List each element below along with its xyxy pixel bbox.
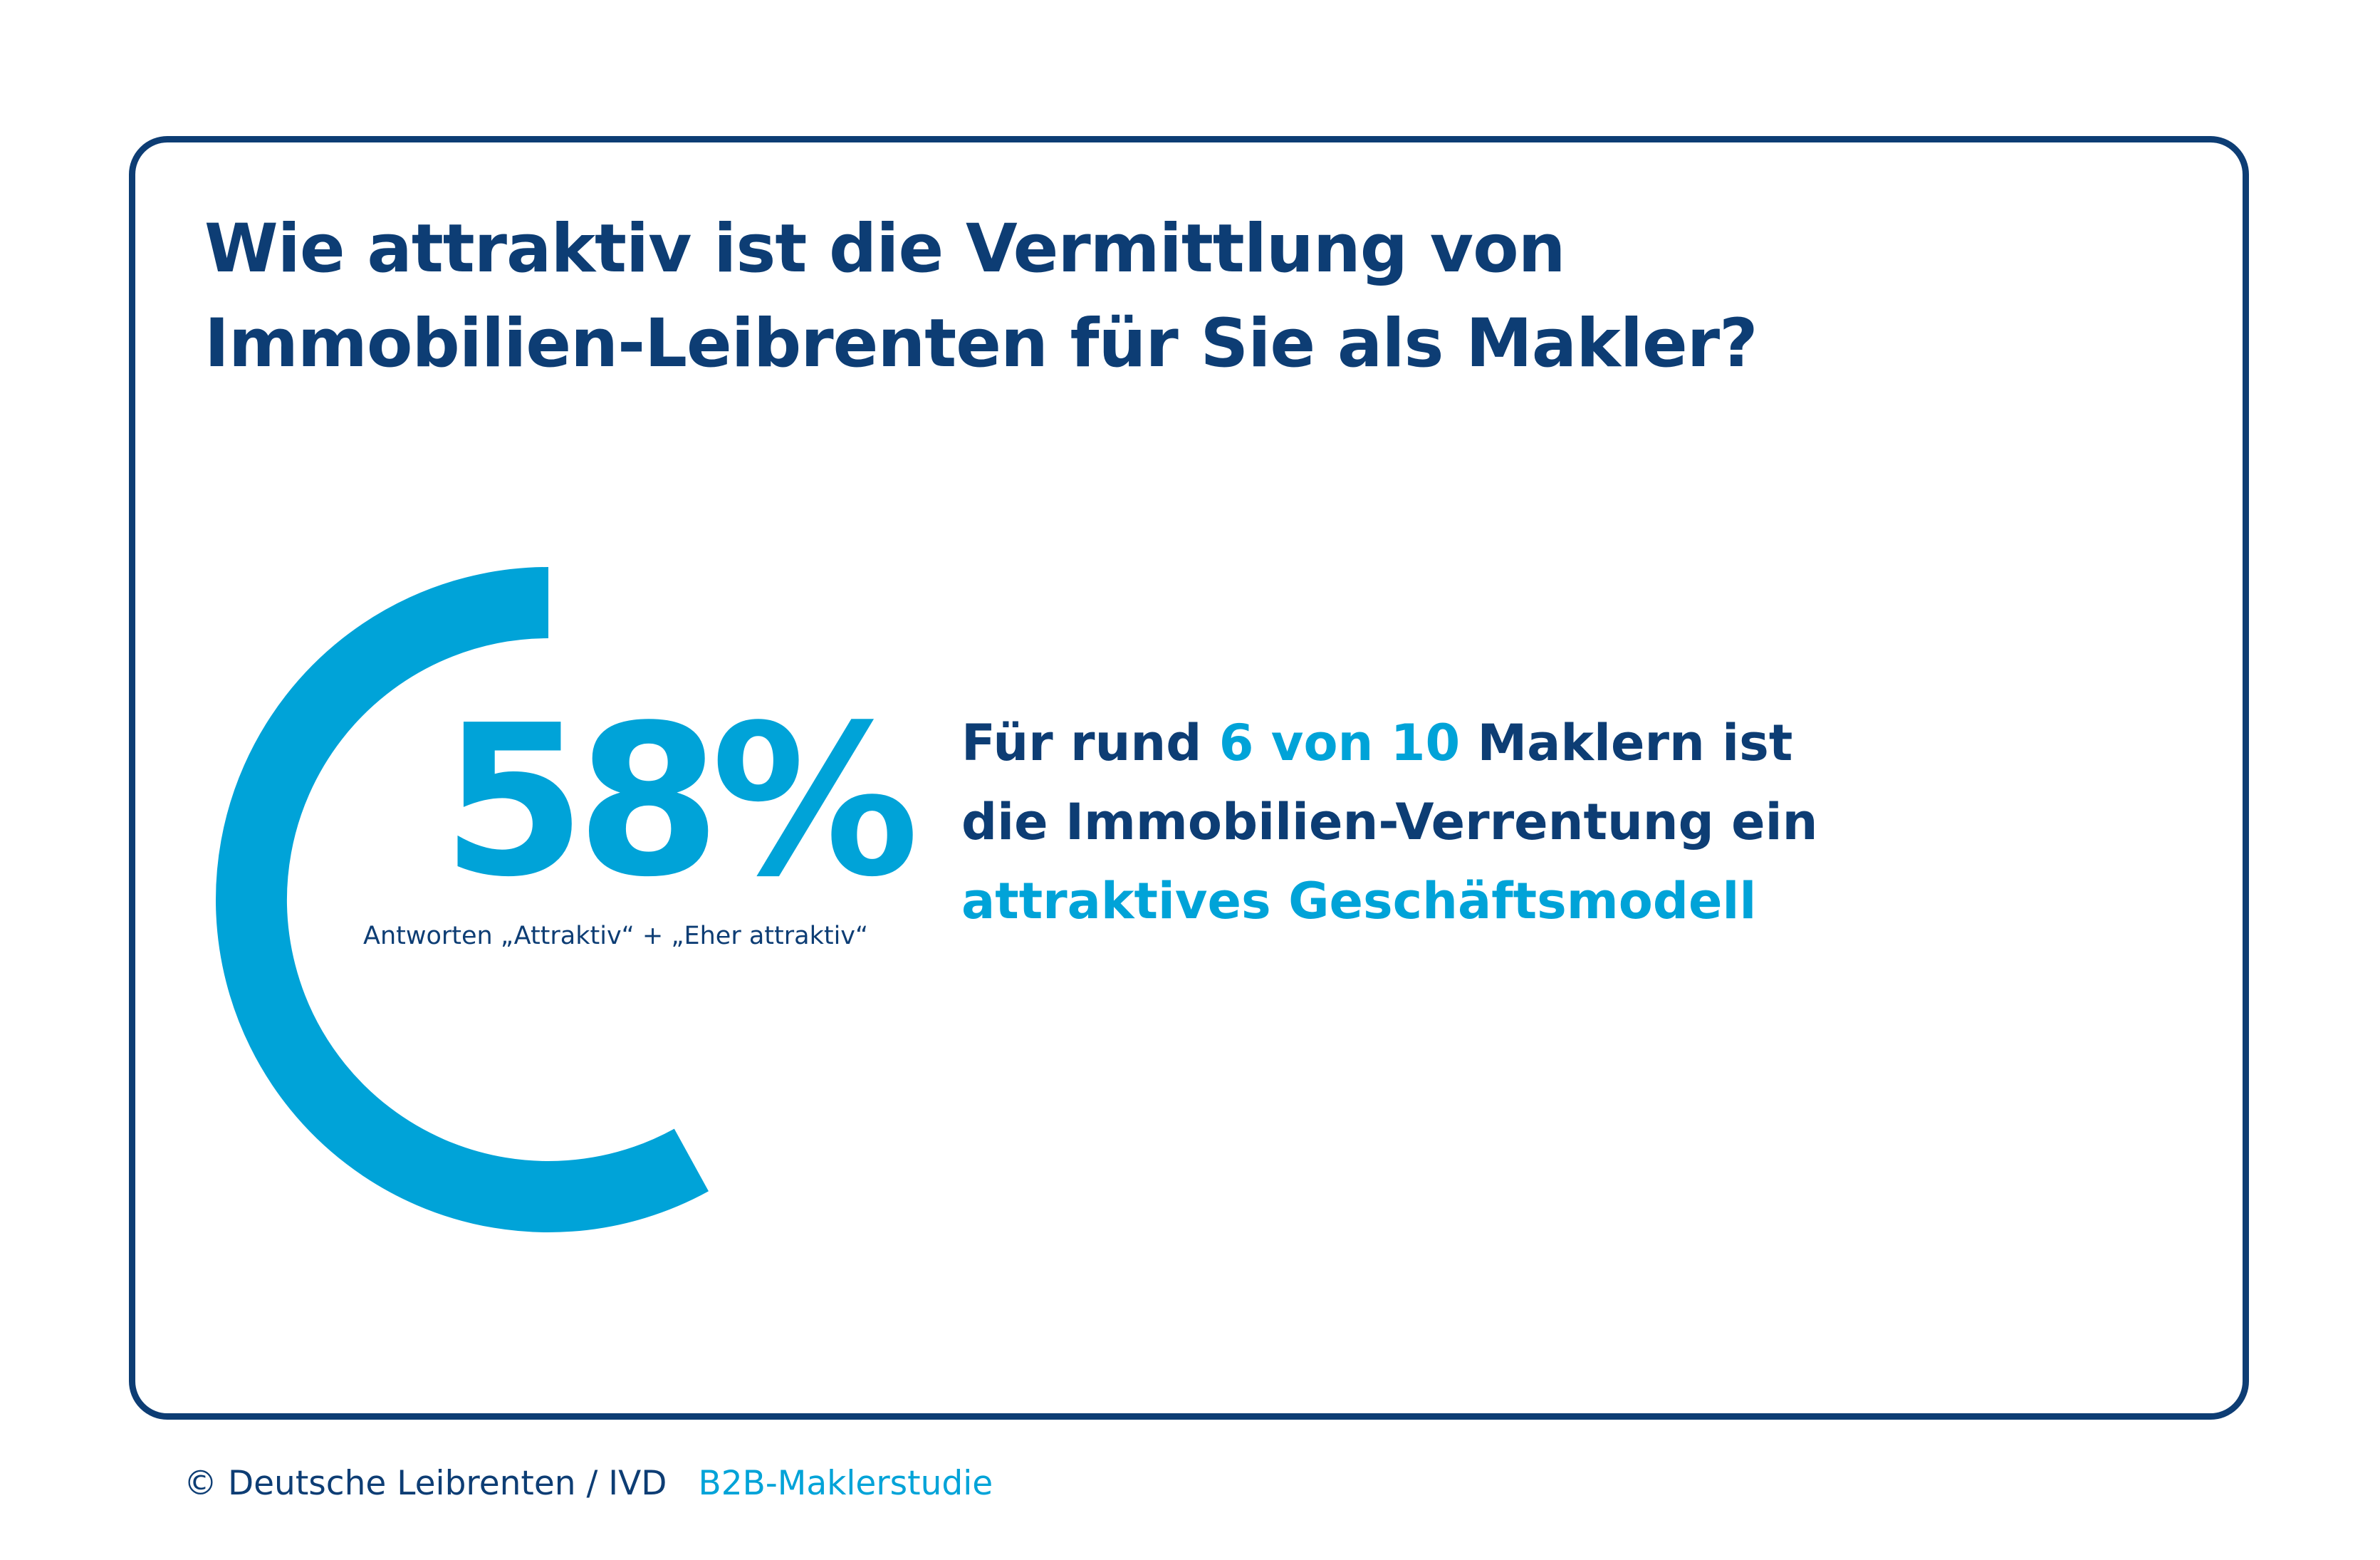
gauge-arc-58-percent <box>216 567 709 1232</box>
statement-line-1-start: Für rund <box>961 714 1219 772</box>
statement-line-1: Für rund 6 von 10 Maklern ist <box>961 704 2208 783</box>
footer-study-name: B2B-Maklerstudie <box>698 1464 993 1503</box>
chart-title-line-2: Immobilien-Leibrenten für Sie als Makler… <box>204 305 1758 383</box>
footer-copyright: © Deutsche Leibrenten / IVD <box>184 1464 667 1503</box>
statement-highlight-business-model: attraktives Geschäftsmodell <box>961 872 1757 930</box>
statement-line-2: die Immobilien-Verrentung ein <box>961 793 1818 851</box>
statement-line-1-end: Maklern ist <box>1460 714 1793 772</box>
chart-title: Wie attraktiv ist die Vermittlung von Im… <box>204 202 2127 391</box>
gauge-value-label: 58% <box>442 680 919 922</box>
footer: © Deutsche Leibrenten / IVD B2B-Maklerstu… <box>184 1462 993 1505</box>
gauge-caption: Antworten „Attraktiv“ + „Eher attraktiv“ <box>363 922 869 950</box>
key-statement: Für rund 6 von 10 Maklern ist die Immobi… <box>961 704 2208 941</box>
statement-highlight-ratio: 6 von 10 <box>1218 714 1461 772</box>
chart-title-line-1: Wie attraktiv ist die Vermittlung von <box>204 210 1566 288</box>
